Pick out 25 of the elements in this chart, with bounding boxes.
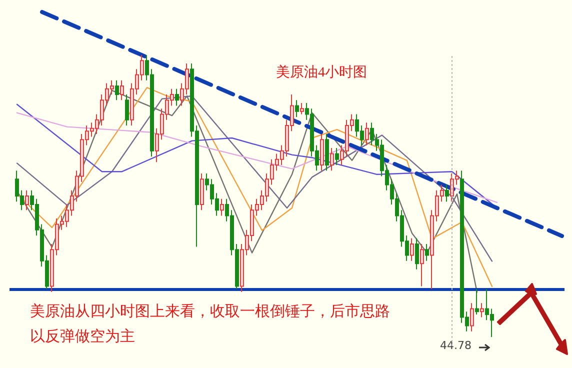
candlestick <box>115 80 119 101</box>
candlestick <box>415 238 419 270</box>
candlestick <box>325 133 329 172</box>
text: 44.78 <box>440 339 472 352</box>
candlestick <box>220 198 224 216</box>
candlestick <box>480 302 484 318</box>
candlestick <box>335 148 339 166</box>
candlestick <box>410 238 414 262</box>
candlestick <box>475 288 479 315</box>
candlestick <box>320 133 324 172</box>
candlestick <box>120 80 124 101</box>
candlestick <box>330 148 334 172</box>
candlestick <box>425 243 429 262</box>
candlestick <box>420 243 424 287</box>
candlestick <box>295 100 299 118</box>
text: 美原油4小时图 <box>276 64 367 80</box>
candlestick <box>175 88 179 106</box>
candlestick <box>200 172 204 211</box>
candlestick <box>470 302 474 332</box>
candlestick <box>300 102 304 115</box>
candlestick <box>25 190 29 211</box>
candlestick <box>125 94 129 126</box>
candlestick <box>365 122 369 146</box>
annotation: 美原油从四小时图上来看，收取一根倒锤子，后市思路以反弹做空为主 <box>30 302 390 347</box>
candlestick <box>445 184 449 202</box>
